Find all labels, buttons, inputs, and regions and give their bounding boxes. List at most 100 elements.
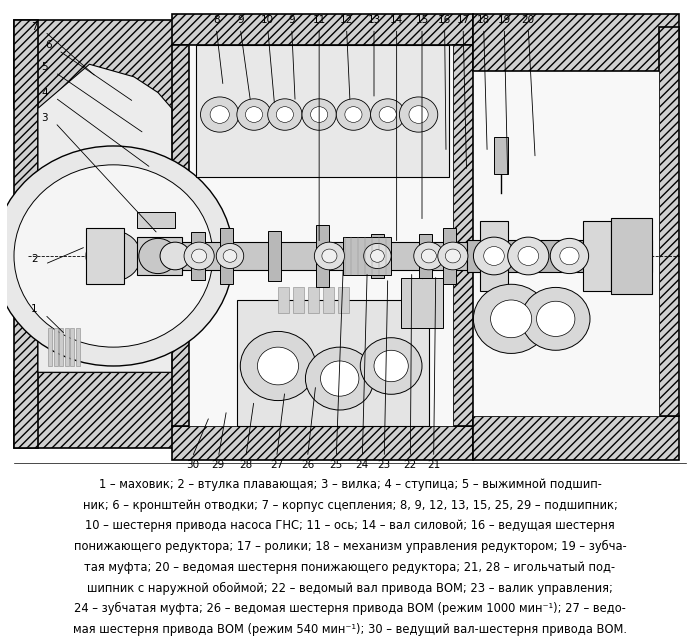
Circle shape — [491, 300, 532, 337]
Text: 2: 2 — [32, 254, 38, 264]
Circle shape — [258, 347, 299, 385]
Bar — [480, 221, 508, 291]
Polygon shape — [38, 65, 172, 373]
Text: 15: 15 — [415, 15, 428, 26]
Circle shape — [321, 361, 359, 396]
Text: 1 – маховик; 2 – втулка плавающая; 3 – вилка; 4 – ступица; 5 – выжимной подшип-: 1 – маховик; 2 – втулка плавающая; 3 – в… — [99, 478, 601, 491]
Text: мая шестерня привода ВОМ (режим 540 мин⁻¹); 30 – ведущий вал-шестерня привода ВО: мая шестерня привода ВОМ (режим 540 мин⁻… — [73, 623, 627, 636]
Text: 29: 29 — [211, 460, 225, 470]
Bar — [189, 45, 453, 426]
Bar — [316, 224, 330, 288]
Text: шипник с наружной обоймой; 22 – ведомый вал привода ВОМ; 23 – валик управления;: шипник с наружной обоймой; 22 – ведомый … — [87, 581, 613, 595]
Bar — [191, 232, 204, 280]
Bar — [60, 328, 64, 366]
Circle shape — [86, 231, 141, 281]
Text: 1: 1 — [32, 304, 38, 314]
Circle shape — [536, 301, 575, 337]
Text: тая муфта; 20 – ведомая шестерня понижающего редуктора; 21, 28 – игольчатый под-: тая муфта; 20 – ведомая шестерня понижаю… — [85, 561, 615, 574]
Circle shape — [414, 242, 444, 270]
Circle shape — [445, 249, 461, 263]
Circle shape — [370, 250, 384, 262]
Circle shape — [550, 238, 589, 273]
Text: понижающего редуктора; 17 – ролики; 18 – механизм управления редуктором; 19 – зу: понижающего редуктора; 17 – ролики; 18 –… — [74, 540, 626, 553]
Bar — [583, 221, 610, 291]
Bar — [86, 227, 124, 284]
Bar — [38, 108, 158, 373]
Bar — [401, 278, 442, 328]
Text: ник; 6 – кронштейн отводки; 7 – корпус сцепления; 8, 9, 12, 13, 15, 25, 29 – под: ник; 6 – кронштейн отводки; 7 – корпус с… — [83, 498, 617, 512]
Bar — [220, 227, 233, 284]
Circle shape — [314, 242, 344, 270]
Circle shape — [223, 250, 237, 262]
Circle shape — [14, 165, 213, 347]
Circle shape — [364, 243, 391, 268]
Bar — [172, 45, 189, 426]
Bar — [419, 234, 433, 278]
Circle shape — [421, 249, 436, 263]
Circle shape — [276, 107, 293, 123]
Bar — [137, 237, 182, 275]
Text: 13: 13 — [368, 15, 381, 26]
Circle shape — [160, 242, 190, 270]
Text: 17: 17 — [456, 15, 470, 26]
Circle shape — [438, 242, 468, 270]
Bar — [370, 234, 384, 278]
Text: 9: 9 — [237, 15, 244, 26]
Circle shape — [473, 237, 514, 275]
Circle shape — [374, 350, 408, 381]
Text: 22: 22 — [404, 460, 417, 470]
Bar — [293, 288, 304, 312]
Circle shape — [508, 237, 549, 275]
Text: 25: 25 — [330, 460, 343, 470]
Bar — [278, 288, 289, 312]
Text: 4: 4 — [41, 88, 48, 98]
Bar — [442, 227, 456, 284]
Bar — [343, 237, 391, 275]
Circle shape — [484, 247, 504, 265]
Circle shape — [336, 99, 370, 130]
Text: 7: 7 — [32, 22, 38, 31]
Text: 24: 24 — [356, 460, 369, 470]
Circle shape — [200, 97, 239, 132]
Bar — [14, 20, 178, 108]
Circle shape — [216, 243, 244, 268]
Text: 20: 20 — [522, 15, 535, 26]
Bar — [182, 242, 467, 270]
Bar — [267, 231, 281, 281]
Text: 9: 9 — [288, 15, 295, 26]
Text: 6: 6 — [45, 40, 52, 50]
Bar — [494, 137, 508, 174]
Text: 24 – зубчатая муфта; 26 – ведомая шестерня привода ВОМ (режим 1000 мин⁻¹); 27 – : 24 – зубчатая муфта; 26 – ведомая шестер… — [74, 603, 626, 615]
Circle shape — [302, 99, 336, 130]
Text: 28: 28 — [239, 460, 253, 470]
Text: 26: 26 — [301, 460, 314, 470]
Circle shape — [322, 249, 337, 263]
Text: 18: 18 — [477, 15, 490, 26]
Text: 10 – шестерня привода насоса ГНС; 11 – ось; 14 – вал силовой; 16 – ведущая шесте: 10 – шестерня привода насоса ГНС; 11 – о… — [85, 520, 615, 532]
Circle shape — [345, 107, 362, 123]
Bar — [48, 328, 52, 366]
Bar — [70, 328, 74, 366]
Bar — [610, 219, 652, 294]
Text: 27: 27 — [270, 460, 284, 470]
Bar — [467, 240, 652, 272]
Text: 23: 23 — [378, 460, 391, 470]
Circle shape — [379, 107, 396, 123]
Bar — [172, 426, 473, 460]
Circle shape — [246, 107, 262, 123]
Text: 8: 8 — [213, 15, 220, 26]
Bar — [137, 212, 175, 227]
Bar — [54, 328, 58, 366]
Text: 11: 11 — [312, 15, 326, 26]
Bar — [338, 288, 349, 312]
Bar — [473, 14, 679, 70]
Bar — [64, 328, 69, 366]
Circle shape — [267, 99, 302, 130]
Circle shape — [305, 347, 374, 410]
Circle shape — [400, 97, 438, 132]
Circle shape — [311, 107, 328, 123]
Text: 21: 21 — [427, 460, 440, 470]
Circle shape — [518, 247, 538, 265]
Text: 19: 19 — [498, 15, 511, 26]
Text: 5: 5 — [41, 63, 48, 72]
